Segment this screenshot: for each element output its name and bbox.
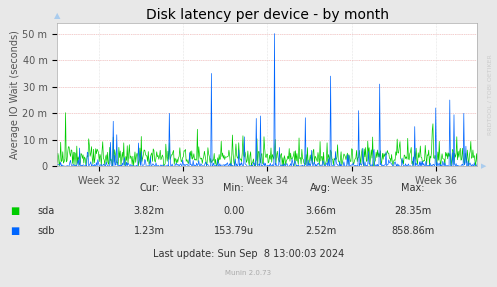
Text: 153.79u: 153.79u: [214, 226, 253, 236]
Text: ■: ■: [10, 226, 19, 236]
Text: Max:: Max:: [401, 183, 424, 193]
Text: RRDTOOL / TOBI OETIKER: RRDTOOL / TOBI OETIKER: [487, 54, 492, 135]
Text: Cur:: Cur:: [139, 183, 159, 193]
Title: Disk latency per device - by month: Disk latency per device - by month: [146, 8, 389, 22]
Text: ▲: ▲: [54, 11, 61, 20]
Text: ▶: ▶: [481, 164, 487, 169]
Text: 3.66m: 3.66m: [305, 206, 336, 216]
Text: sda: sda: [37, 206, 55, 216]
Text: sdb: sdb: [37, 226, 55, 236]
Text: 2.52m: 2.52m: [305, 226, 336, 236]
Text: 1.23m: 1.23m: [134, 226, 165, 236]
Text: 0.00: 0.00: [223, 206, 245, 216]
Text: ■: ■: [10, 206, 19, 216]
Text: Min:: Min:: [223, 183, 244, 193]
Text: Last update: Sun Sep  8 13:00:03 2024: Last update: Sun Sep 8 13:00:03 2024: [153, 249, 344, 259]
Text: Avg:: Avg:: [310, 183, 331, 193]
Y-axis label: Average IO Wait (seconds): Average IO Wait (seconds): [9, 30, 20, 159]
Text: 3.82m: 3.82m: [134, 206, 165, 216]
Text: 28.35m: 28.35m: [394, 206, 431, 216]
Text: Munin 2.0.73: Munin 2.0.73: [226, 270, 271, 276]
Text: 858.86m: 858.86m: [391, 226, 434, 236]
